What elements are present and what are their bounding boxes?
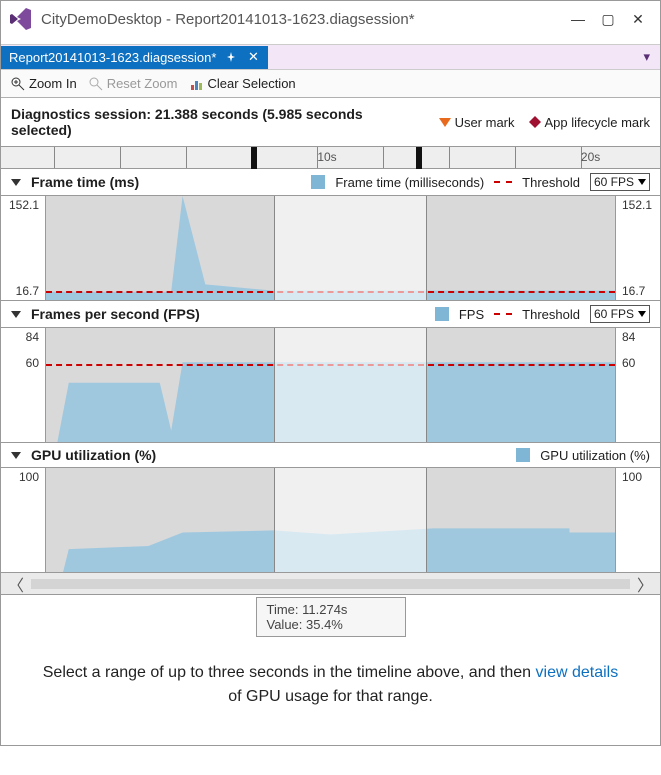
collapse-toggle-icon[interactable] (11, 452, 21, 459)
scroll-right-icon[interactable]: 〉 (630, 572, 660, 596)
user-mark-label: User mark (455, 115, 515, 130)
window-title: CityDemoDesktop - Report20141013-1623.di… (41, 11, 562, 28)
lifecycle-mark-label: App lifecycle mark (545, 115, 650, 130)
axis-right: 100 (616, 468, 660, 572)
user-mark-legend: User mark (439, 115, 515, 130)
tab-close-icon[interactable]: ✕ (246, 50, 260, 64)
legend-fill: Frame time (milliseconds) (335, 175, 484, 190)
lane-body-frametime[interactable]: 152.1 16.7 152.1 16.7 (1, 196, 660, 300)
axis-bot-r: 16.7 (622, 284, 645, 298)
titlebar: CityDemoDesktop - Report20141013-1623.di… (1, 1, 660, 37)
tooltip-value: Value: 35.4% (267, 617, 395, 632)
axis-mid: 60 (26, 356, 39, 370)
fps-select-label: 60 FPS (594, 307, 634, 321)
axis-left: 84 60 (1, 328, 45, 442)
chevron-down-icon (638, 179, 646, 185)
axis-mid-r: 60 (622, 356, 635, 370)
lane-body-fps[interactable]: 84 60 84 60 (1, 328, 660, 442)
threshold-swatch-icon (494, 313, 512, 315)
lane-title-frametime: Frame time (ms) (31, 174, 301, 190)
lane-title-gpu: GPU utilization (%) (31, 447, 506, 463)
fps-select-label: 60 FPS (594, 175, 634, 189)
plot-frametime[interactable] (45, 196, 616, 300)
axis-top-r: 152.1 (622, 198, 652, 212)
session-text: Diagnostics session: 21.388 seconds (5.9… (11, 106, 425, 138)
axis-right: 84 60 (616, 328, 660, 442)
timeline-ruler[interactable]: 10s20s (1, 147, 660, 169)
legend-fill: FPS (459, 307, 484, 322)
pin-icon[interactable] (224, 50, 238, 64)
scroll-left-icon[interactable]: 〈 (1, 572, 31, 596)
clear-selection-label: Clear Selection (208, 76, 296, 91)
lifecycle-mark-legend: App lifecycle mark (529, 115, 650, 130)
zoom-in-button[interactable]: Zoom In (11, 76, 77, 91)
scroll-track[interactable] (31, 579, 630, 589)
fps-select[interactable]: 60 FPS (590, 305, 650, 323)
legend-threshold: Threshold (522, 175, 580, 190)
toolbar: Zoom In Reset Zoom Clear Selection (1, 70, 660, 98)
minimize-button[interactable]: — (564, 8, 592, 30)
axis-top-r: 84 (622, 330, 635, 344)
document-tab[interactable]: Report20141013-1623.diagsession* ✕ (1, 46, 268, 69)
reset-zoom-label: Reset Zoom (107, 76, 178, 91)
axis-top-r: 100 (622, 470, 642, 484)
plot-fps[interactable] (45, 328, 616, 442)
user-mark-icon (439, 116, 451, 128)
hover-tooltip: Time: 11.274s Value: 35.4% (256, 597, 406, 637)
tabstrip: Report20141013-1623.diagsession* ✕ ▾ (1, 45, 660, 70)
lane-header-frametime: Frame time (ms) Frame time (milliseconds… (1, 169, 660, 196)
axis-top: 84 (26, 330, 39, 344)
zoom-in-icon (11, 77, 25, 91)
view-details-link[interactable]: view details (536, 664, 619, 681)
session-info-row: Diagnostics session: 21.388 seconds (5.9… (1, 98, 660, 147)
tab-label: Report20141013-1623.diagsession* (9, 50, 216, 65)
lane-gpu: GPU utilization (%) GPU utilization (%) … (1, 443, 660, 573)
collapse-toggle-icon[interactable] (11, 311, 21, 318)
axis-right: 152.1 16.7 (616, 196, 660, 300)
vs-logo-icon (9, 7, 33, 31)
lane-header-fps: Frames per second (FPS) FPS Threshold 60… (1, 301, 660, 328)
clear-selection-icon (190, 77, 204, 91)
lane-body-gpu[interactable]: 100 100 (1, 468, 660, 572)
reset-zoom-icon (89, 77, 103, 91)
legend-fill: GPU utilization (%) (540, 448, 650, 463)
details-prefix: Select a range of up to three seconds in… (43, 664, 536, 681)
threshold-swatch-icon (494, 181, 512, 183)
details-message: Select a range of up to three seconds in… (1, 637, 660, 745)
fill-swatch-icon (311, 175, 325, 189)
app-window: CityDemoDesktop - Report20141013-1623.di… (0, 0, 661, 746)
collapse-toggle-icon[interactable] (11, 179, 21, 186)
details-suffix: of GPU usage for that range. (228, 688, 433, 705)
lifecycle-mark-icon (529, 116, 541, 128)
lane-frametime: Frame time (ms) Frame time (milliseconds… (1, 169, 660, 301)
lane-header-gpu: GPU utilization (%) GPU utilization (%) (1, 443, 660, 468)
lane-title-fps: Frames per second (FPS) (31, 306, 425, 322)
axis-bot: 16.7 (16, 284, 39, 298)
axis-left: 152.1 16.7 (1, 196, 45, 300)
legend-threshold: Threshold (522, 307, 580, 322)
axis-top: 152.1 (9, 198, 39, 212)
reset-zoom-button[interactable]: Reset Zoom (89, 76, 178, 91)
fps-select[interactable]: 60 FPS (590, 173, 650, 191)
close-button[interactable]: ✕ (624, 8, 652, 30)
tooltip-time: Time: 11.274s (267, 602, 395, 617)
axis-top: 100 (19, 470, 39, 484)
zoom-in-label: Zoom In (29, 76, 77, 91)
plot-gpu[interactable] (45, 468, 616, 572)
fill-swatch-icon (516, 448, 530, 462)
timeline-scrollbar[interactable]: 〈 〉 (1, 573, 660, 595)
maximize-button[interactable]: ▢ (594, 8, 622, 30)
chevron-down-icon (638, 311, 646, 317)
fill-swatch-icon (435, 307, 449, 321)
clear-selection-button[interactable]: Clear Selection (190, 76, 296, 91)
lane-fps: Frames per second (FPS) FPS Threshold 60… (1, 301, 660, 443)
menubar (1, 37, 660, 45)
tabstrip-menu-button[interactable]: ▾ (633, 45, 660, 69)
axis-left: 100 (1, 468, 45, 572)
